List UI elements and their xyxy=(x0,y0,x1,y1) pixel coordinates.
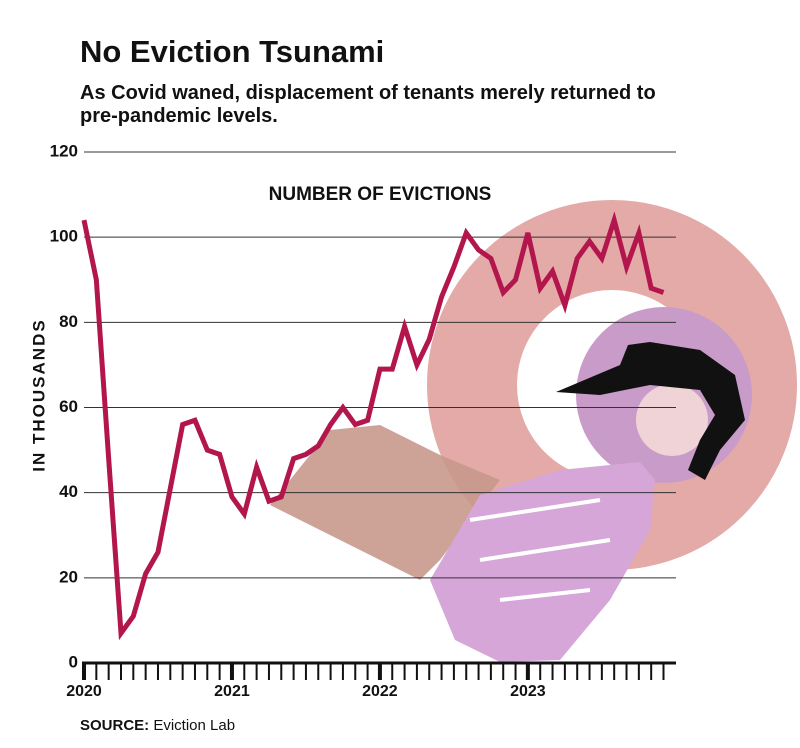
y-axis-label: IN THOUSANDS xyxy=(29,318,48,471)
y-tick-label: 40 xyxy=(59,482,78,501)
laces xyxy=(469,498,611,602)
series-label: NUMBER OF EVICTIONS xyxy=(269,184,492,205)
x-tick-label: 2020 xyxy=(66,683,102,700)
x-tick-label: 2022 xyxy=(362,683,398,700)
chart-subtitle: As Covid waned, displacement of tenants … xyxy=(80,82,656,127)
line xyxy=(81,211,665,641)
chart-title: No Eviction Tsunami xyxy=(80,34,384,69)
y-tick-label: 80 xyxy=(59,312,78,331)
inner-disc xyxy=(636,384,708,456)
y-tick-label: 120 xyxy=(50,141,78,160)
x-tick-label: 2021 xyxy=(214,683,250,700)
shoe xyxy=(430,462,655,662)
source: SOURCE: Eviction Lab xyxy=(80,717,235,734)
y-tick-label: 20 xyxy=(59,567,78,586)
y-tick-label: 0 xyxy=(69,652,78,671)
illustration xyxy=(270,200,797,662)
figure xyxy=(556,342,745,480)
source-label: SOURCE: xyxy=(80,717,149,734)
x-tick-label: 2023 xyxy=(510,683,546,700)
subtitle-box: As Covid waned, displacement of tenants … xyxy=(80,82,656,127)
source-text: Eviction Lab xyxy=(153,717,235,734)
y-tick-label: 100 xyxy=(50,227,78,246)
y-tick-label: 60 xyxy=(59,397,78,416)
leg xyxy=(270,425,500,580)
